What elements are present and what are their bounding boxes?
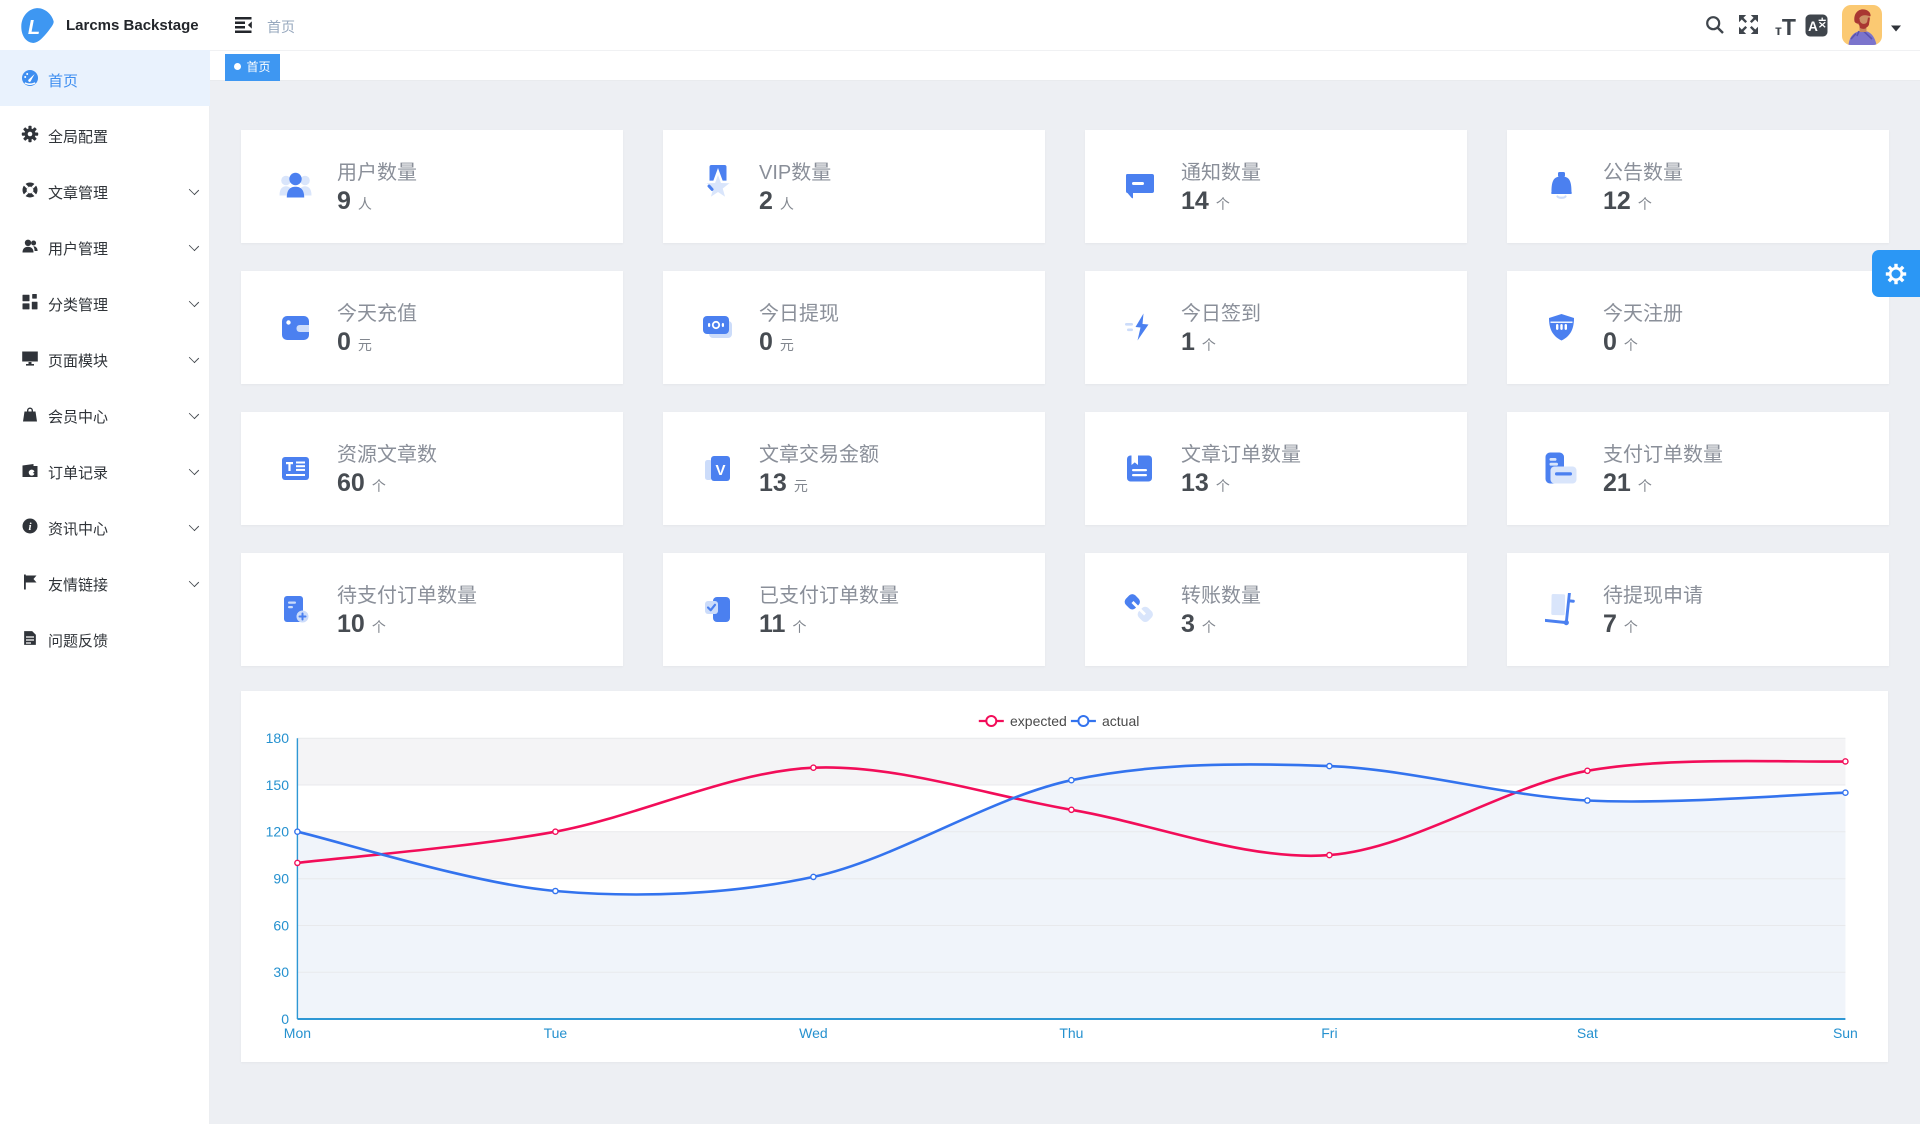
- svg-text:150: 150: [266, 777, 290, 793]
- svg-text:120: 120: [266, 824, 290, 840]
- svg-text:Fri: Fri: [1321, 1025, 1337, 1041]
- svg-text:Sat: Sat: [1577, 1025, 1598, 1041]
- svg-text:A: A: [1808, 19, 1818, 34]
- svg-text:60: 60: [273, 917, 289, 933]
- svg-text:90: 90: [273, 871, 289, 887]
- svg-text:i: i: [28, 521, 32, 533]
- svg-text:180: 180: [266, 730, 290, 746]
- svg-text:Tue: Tue: [544, 1025, 568, 1041]
- svg-text:Thu: Thu: [1059, 1025, 1083, 1041]
- svg-text:V: V: [715, 462, 725, 479]
- svg-text:actual: actual: [1102, 713, 1139, 729]
- svg-text:30: 30: [273, 964, 289, 980]
- svg-text:Sun: Sun: [1833, 1025, 1858, 1041]
- svg-text:L: L: [28, 17, 40, 39]
- svg-text:0: 0: [281, 1011, 289, 1027]
- svg-text:expected: expected: [1010, 713, 1067, 729]
- svg-text:Mon: Mon: [284, 1025, 311, 1041]
- svg-text:Wed: Wed: [799, 1025, 828, 1041]
